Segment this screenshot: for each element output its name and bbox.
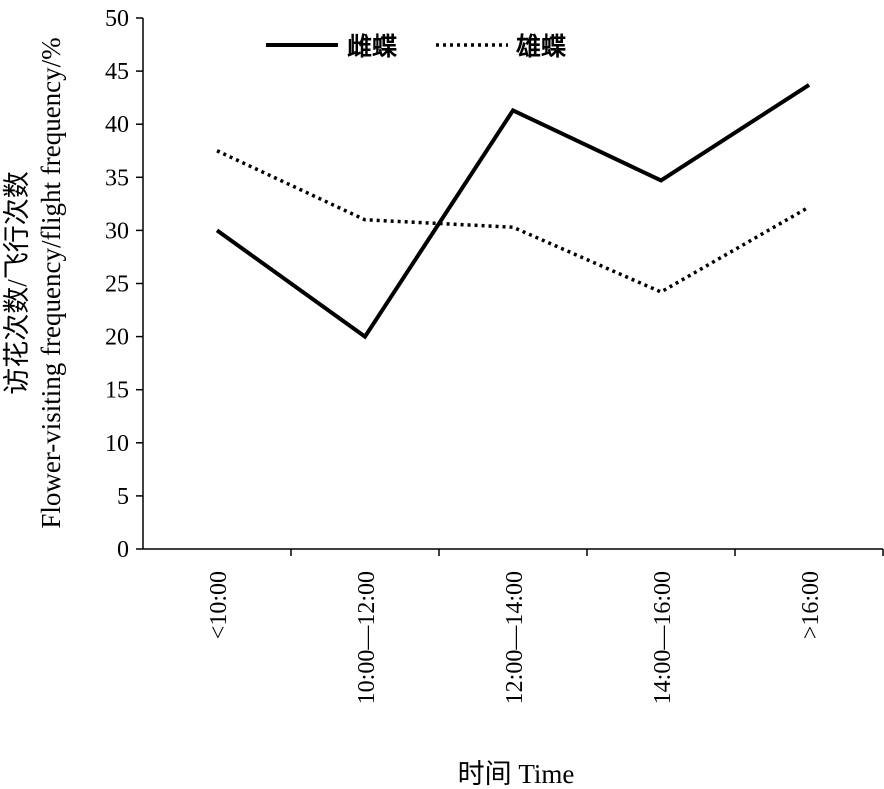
- y-tick-label: 45: [105, 59, 129, 85]
- series-lines: [215, 83, 811, 340]
- y-axis-title-line-2: Flower-visiting frequency/flight frequen…: [36, 37, 66, 528]
- y-tick-label: 30: [105, 218, 129, 244]
- legend: 雌蝶 雄蝶: [266, 32, 567, 61]
- axes: [142, 18, 883, 550]
- series-line-male: [216, 149, 810, 294]
- x-tick-label: <10:00: [206, 571, 232, 639]
- y-axis-ticks: 0 5 10 15 20 25 30 35 40 45 50: [105, 6, 143, 563]
- y-tick-label: 40: [105, 112, 129, 138]
- y-tick-label: 25: [105, 272, 129, 298]
- y-tick-label: 10: [105, 431, 129, 457]
- series-line-female: [215, 83, 811, 340]
- y-tick-label: 5: [117, 484, 129, 510]
- y-tick-label: 35: [105, 165, 129, 191]
- y-axis-title-line-1: 访花次数/飞行次数: [2, 171, 32, 395]
- y-tick-label: 20: [105, 325, 129, 351]
- x-tick-label: 10:00—12:00: [354, 571, 380, 704]
- x-tick-label: 14:00—16:00: [650, 571, 676, 704]
- x-tick-label: 12:00—14:00: [502, 571, 528, 704]
- y-tick-label: 15: [105, 378, 129, 404]
- x-axis-title: 时间 Time: [458, 759, 575, 789]
- y-tick-label: 50: [105, 6, 129, 32]
- x-axis-ticks: <10:00 10:00—12:00 12:00—14:00 14:00—16:00 >…: [206, 549, 884, 704]
- x-tick-label: >16:00: [798, 571, 824, 639]
- y-tick-label: 0: [117, 537, 129, 563]
- legend-label-male: 雄蝶: [515, 32, 567, 61]
- legend-label-female: 雌蝶: [347, 32, 398, 61]
- y-axis-title: 访花次数/飞行次数 Flower-visiting frequency/flig…: [2, 37, 66, 528]
